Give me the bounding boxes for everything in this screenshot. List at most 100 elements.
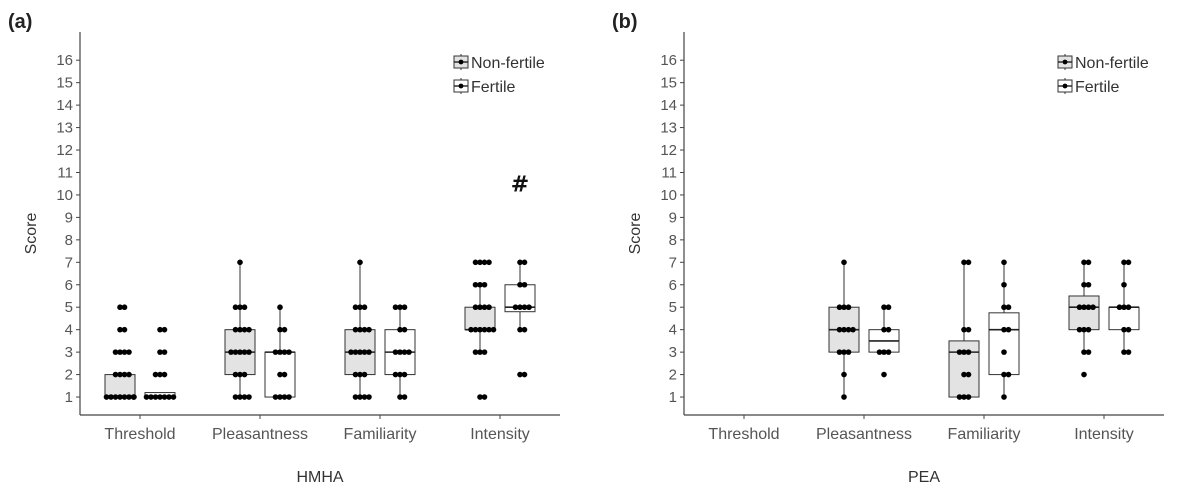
y-tick-label: 6 xyxy=(669,277,677,294)
data-point xyxy=(1085,326,1092,333)
data-point xyxy=(126,371,132,378)
data-point xyxy=(121,349,128,355)
box-fertile xyxy=(988,312,1020,376)
data-point xyxy=(361,326,368,333)
y-tick-label: 16 xyxy=(56,52,73,69)
data-point xyxy=(881,304,887,311)
y-tick-label: 11 xyxy=(661,164,677,181)
data-point xyxy=(1116,304,1123,311)
data-point xyxy=(161,371,168,378)
data-point xyxy=(246,394,252,400)
data-point xyxy=(1005,371,1012,378)
data-point xyxy=(1121,281,1127,288)
y-tick-label: 6 xyxy=(65,277,73,294)
data-point xyxy=(237,371,243,378)
data-point xyxy=(117,304,123,311)
legend-label: Fertile xyxy=(1075,79,1120,96)
data-point xyxy=(517,259,523,266)
data-point xyxy=(481,326,488,333)
data-point xyxy=(1125,326,1132,333)
x-tick-label: Pleasantness xyxy=(816,426,912,443)
y-tick-label: 9 xyxy=(65,209,73,226)
data-point xyxy=(281,394,288,400)
data-point xyxy=(841,259,847,266)
x-tick-label: Pleasantness xyxy=(212,426,308,443)
data-point xyxy=(366,349,372,355)
data-point xyxy=(157,349,163,355)
data-point xyxy=(517,304,523,311)
legend-key-point xyxy=(458,83,464,89)
data-point xyxy=(232,349,239,355)
data-point xyxy=(477,259,483,266)
panel-a: (a) 1 2 3 4 5 6 7 8 9 10 11 12 13 14 15 16 Threshold Pleas… xyxy=(8,11,560,486)
data-point xyxy=(131,394,137,400)
data-point xyxy=(103,394,110,400)
y-tick-label: 13 xyxy=(660,120,677,137)
x-tick-label: Threshold xyxy=(104,426,175,443)
data-point xyxy=(481,281,488,288)
data-point xyxy=(401,326,408,333)
legend-key-point xyxy=(1062,83,1068,89)
y-tick-label: 15 xyxy=(56,75,73,92)
data-point xyxy=(392,371,399,378)
box-non-fertile xyxy=(104,374,136,398)
data-point xyxy=(286,394,292,400)
data-point xyxy=(526,304,532,311)
data-point xyxy=(1005,304,1012,311)
data-point xyxy=(361,349,368,355)
data-point xyxy=(366,326,372,333)
data-point xyxy=(481,304,488,311)
data-point xyxy=(143,394,150,400)
y-axis-title: Score xyxy=(23,213,40,255)
y-tick-label: 3 xyxy=(669,344,677,361)
data-point xyxy=(1001,281,1007,288)
data-point xyxy=(521,371,528,378)
y-tick-label: 3 xyxy=(65,344,73,361)
data-point xyxy=(1081,304,1087,311)
data-point xyxy=(117,326,123,333)
data-point xyxy=(148,394,154,400)
data-point xyxy=(281,349,288,355)
data-point xyxy=(1081,371,1087,378)
data-point xyxy=(161,349,168,355)
data-point xyxy=(1090,304,1096,311)
data-point xyxy=(486,259,492,266)
data-point xyxy=(117,371,123,378)
data-point xyxy=(845,304,852,311)
data-point xyxy=(397,349,403,355)
y-tick-label: 2 xyxy=(669,367,677,384)
data-point xyxy=(237,394,243,400)
data-point xyxy=(361,394,368,400)
data-point xyxy=(272,394,279,400)
data-point xyxy=(1081,326,1087,333)
data-point xyxy=(277,349,283,355)
data-point xyxy=(521,304,528,311)
data-point xyxy=(392,304,399,311)
y-tick-label: 5 xyxy=(65,299,73,316)
y-tick-label: 8 xyxy=(669,232,677,249)
data-point xyxy=(232,304,239,311)
data-point xyxy=(472,349,479,355)
data-point xyxy=(965,371,972,378)
data-point xyxy=(357,394,363,400)
y-tick-label: 4 xyxy=(65,322,73,339)
data-point xyxy=(397,304,403,311)
data-point xyxy=(357,326,363,333)
y-tick-label: 15 xyxy=(660,75,677,92)
data-point xyxy=(965,394,972,400)
y-tick-label: 9 xyxy=(669,209,677,226)
data-point xyxy=(401,304,408,311)
data-point xyxy=(1001,304,1007,311)
data-point xyxy=(241,394,248,400)
data-point xyxy=(1121,349,1127,355)
data-point xyxy=(965,326,972,333)
data-point xyxy=(237,259,243,266)
data-point xyxy=(357,304,363,311)
data-point xyxy=(845,349,852,355)
data-point xyxy=(352,371,359,378)
data-point xyxy=(352,349,359,355)
y-tick-label: 2 xyxy=(65,367,73,384)
data-point xyxy=(166,394,172,400)
data-point xyxy=(841,371,847,378)
data-point xyxy=(277,304,283,311)
